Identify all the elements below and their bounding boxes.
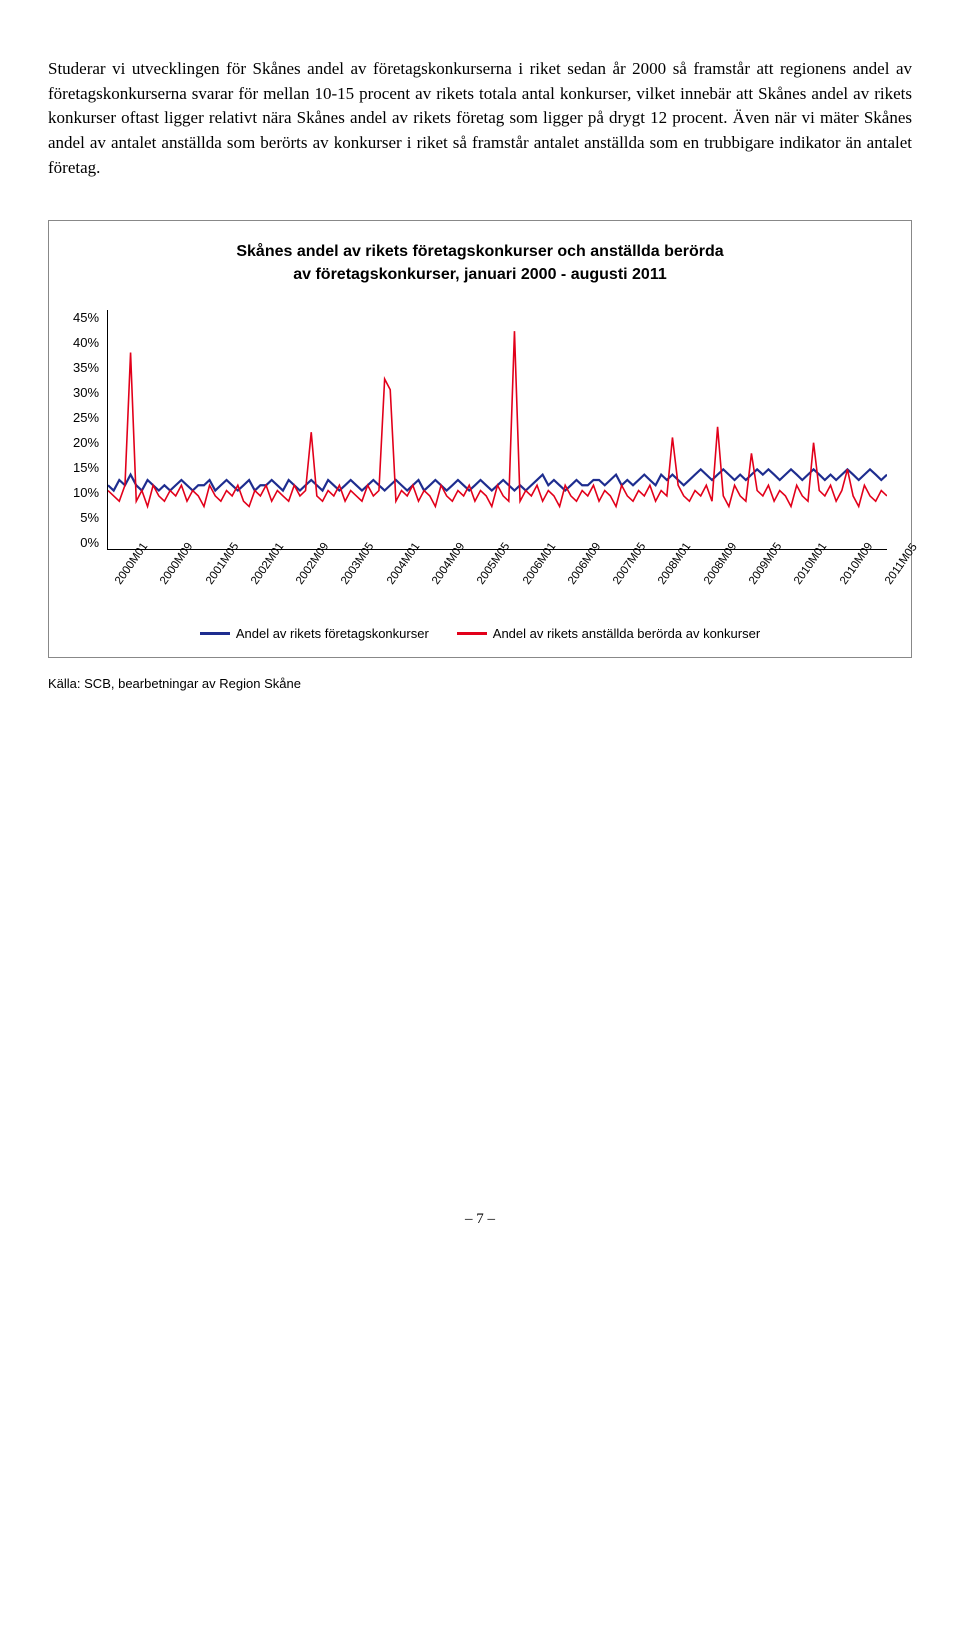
x-tick: 2010M01 bbox=[792, 580, 841, 614]
legend-label: Andel av rikets företagskonkurser bbox=[236, 626, 429, 641]
page-number: – 7 – bbox=[48, 1211, 912, 1228]
x-tick: 2010M09 bbox=[838, 580, 887, 614]
y-tick: 25% bbox=[73, 410, 99, 425]
source-note: Källa: SCB, bearbetningar av Region Skån… bbox=[48, 676, 912, 691]
legend-item: Andel av rikets företagskonkurser bbox=[200, 626, 429, 641]
y-tick: 0% bbox=[80, 535, 99, 550]
y-tick: 20% bbox=[73, 435, 99, 450]
y-tick: 35% bbox=[73, 360, 99, 375]
x-axis: 2000M012000M092001M052002M012002M092003M… bbox=[117, 556, 887, 616]
x-tick: 2003M05 bbox=[339, 580, 388, 614]
y-tick: 15% bbox=[73, 460, 99, 475]
chart-title: Skånes andel av rikets företagskonkurser… bbox=[73, 241, 887, 286]
legend: Andel av rikets företagskonkurser Andel a… bbox=[73, 626, 887, 641]
y-tick: 30% bbox=[73, 385, 99, 400]
x-tick: 2006M01 bbox=[521, 580, 570, 614]
x-tick: 2004M01 bbox=[385, 580, 434, 614]
x-tick: 2000M01 bbox=[113, 580, 162, 614]
plot-wrap: 45% 40% 35% 30% 25% 20% 15% 10% 5% 0% bbox=[73, 310, 887, 550]
x-tick: 2001M05 bbox=[204, 580, 253, 614]
x-tick: 2011M05 bbox=[883, 580, 932, 614]
x-tick: 2005M05 bbox=[475, 580, 524, 614]
plot-area bbox=[107, 310, 887, 550]
x-tick: 2002M01 bbox=[249, 580, 298, 614]
y-tick: 10% bbox=[73, 485, 99, 500]
x-tick: 2009M05 bbox=[747, 580, 796, 614]
x-tick: 2006M09 bbox=[566, 580, 615, 614]
legend-line bbox=[457, 632, 487, 635]
chart-title-line2: av företagskonkurser, januari 2000 - aug… bbox=[293, 266, 667, 283]
y-axis: 45% 40% 35% 30% 25% 20% 15% 10% 5% 0% bbox=[73, 310, 107, 550]
x-tick: 2008M09 bbox=[702, 580, 751, 614]
chart-container: Skånes andel av rikets företagskonkurser… bbox=[48, 220, 912, 658]
y-tick: 45% bbox=[73, 310, 99, 325]
y-tick: 5% bbox=[80, 510, 99, 525]
y-tick: 40% bbox=[73, 335, 99, 350]
x-tick: 2004M09 bbox=[430, 580, 479, 614]
body-paragraph: Studerar vi utvecklingen för Skånes ande… bbox=[48, 57, 912, 180]
x-tick: 2002M09 bbox=[294, 580, 343, 614]
x-tick: 2007M05 bbox=[611, 580, 660, 614]
legend-label: Andel av rikets anställda berörda av kon… bbox=[493, 626, 760, 641]
plot-svg bbox=[108, 310, 887, 549]
x-tick: 2000M09 bbox=[158, 580, 207, 614]
legend-item: Andel av rikets anställda berörda av kon… bbox=[457, 626, 760, 641]
legend-line bbox=[200, 632, 230, 635]
x-tick: 2008M01 bbox=[656, 580, 705, 614]
chart-title-line1: Skånes andel av rikets företagskonkurser… bbox=[236, 243, 723, 260]
